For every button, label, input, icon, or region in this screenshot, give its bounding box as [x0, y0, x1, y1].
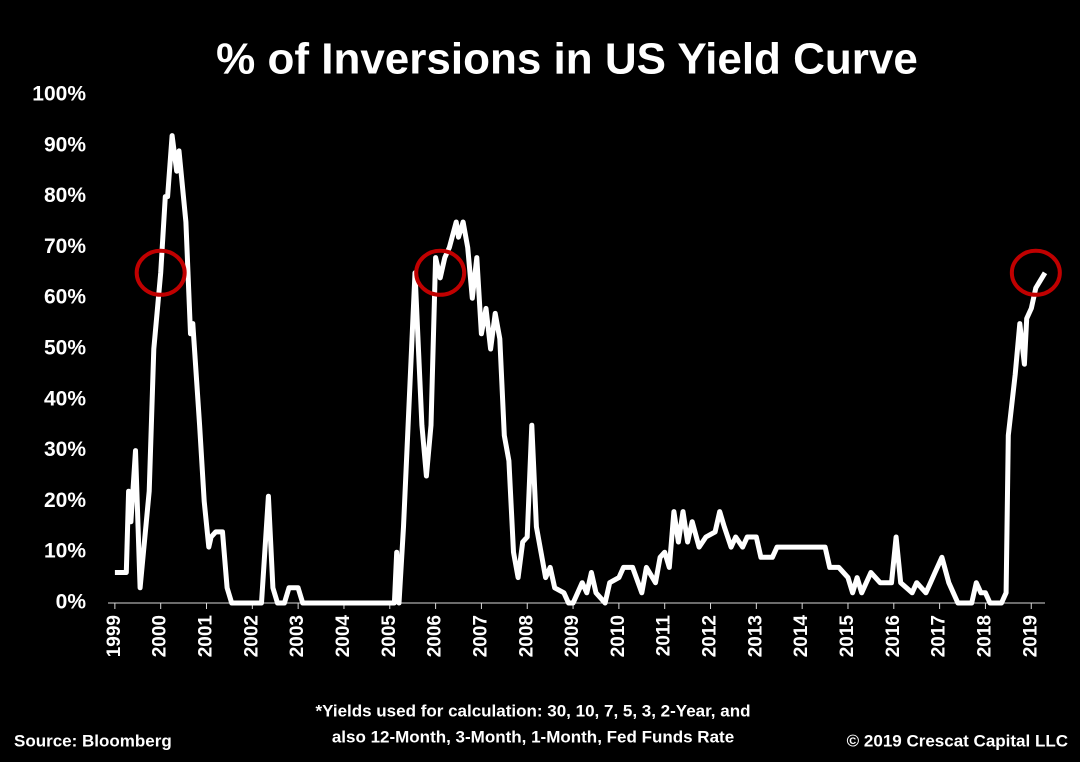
y-tick-label: 10% [44, 540, 86, 563]
x-tick-label: 2015 [837, 615, 858, 658]
y-tick-label: 0% [56, 591, 87, 614]
x-tick-label: 2006 [425, 615, 446, 657]
x-tick-label: 2000 [150, 615, 171, 657]
highlight-circle [134, 248, 187, 297]
y-tick-label: 20% [44, 489, 86, 512]
y-tick-label: 50% [44, 337, 86, 360]
x-tick-label: 2009 [562, 615, 583, 657]
y-tick-label: 40% [44, 387, 86, 410]
x-tick-label: 2013 [745, 615, 766, 657]
x-tick-label: 2010 [608, 615, 629, 657]
highlight-circle [1009, 248, 1062, 297]
footnote: *Yields used for calculation: 30, 10, 7,… [316, 701, 751, 720]
x-tick-label: 2014 [791, 615, 812, 658]
source: Source: Bloomberg [14, 731, 172, 750]
x-tick-label: 2001 [196, 615, 217, 658]
y-tick-label: 80% [44, 184, 86, 207]
x-tick-label: 2016 [883, 615, 904, 657]
x-tick-label: 1999 [104, 615, 125, 657]
x-tick-label: 2008 [516, 615, 537, 657]
copyright: © 2019 Crescat Capital LLC [847, 731, 1068, 750]
x-tick-label: 2002 [241, 615, 262, 657]
chart-title: % of Inversions in US Yield Curve [216, 35, 918, 84]
x-tick-label: 2003 [287, 615, 308, 657]
data-line [114, 133, 1048, 606]
x-tick-label: 2017 [929, 615, 950, 657]
y-tick-label: 30% [44, 438, 86, 461]
x-tick-label: 2012 [700, 615, 721, 657]
x-tick-label: 2007 [470, 615, 491, 657]
y-tick-label: 100% [32, 83, 86, 106]
x-tick-label: 2011 [654, 615, 675, 657]
x-tick-label: 2019 [1020, 615, 1041, 657]
x-tick-label: 2004 [333, 615, 354, 658]
y-tick-label: 60% [44, 286, 86, 309]
footnote: also 12-Month, 3-Month, 1-Month, Fed Fun… [332, 727, 734, 746]
y-tick-label: 90% [44, 133, 86, 156]
x-tick-label: 2005 [379, 615, 400, 658]
highlight-circle [414, 248, 467, 297]
y-tick-label: 70% [44, 235, 86, 258]
x-tick-label: 2018 [974, 615, 995, 657]
